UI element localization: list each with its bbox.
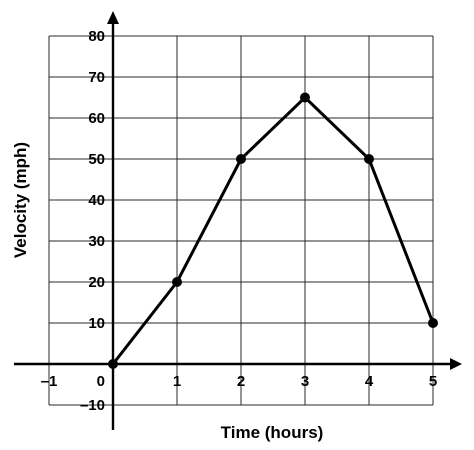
y-tick-label: 20 <box>88 274 105 291</box>
y-tick-label: 30 <box>88 233 105 250</box>
x-axis-arrow <box>450 358 462 370</box>
y-tick-label: 80 <box>88 28 105 45</box>
y-tick-label: 70 <box>88 69 105 86</box>
x-tick-label: –1 <box>41 373 58 390</box>
y-axis-label: Velocity (mph) <box>11 142 30 258</box>
y-tick-label: 10 <box>88 315 105 332</box>
x-tick-label: 2 <box>237 373 245 390</box>
data-point <box>428 318 438 328</box>
y-tick-label: 60 <box>88 110 105 127</box>
data-point <box>236 154 246 164</box>
y-axis-arrow <box>107 11 119 24</box>
x-axis-label: Time (hours) <box>221 423 324 442</box>
series-line <box>111 96 435 365</box>
x-tick-label: 1 <box>173 373 181 390</box>
y-tick-label: 40 <box>88 192 105 209</box>
x-tick-label: 5 <box>429 373 437 390</box>
x-tick-label: 0 <box>97 373 105 390</box>
grid <box>48 35 434 406</box>
series <box>108 92 438 369</box>
x-tick-label: 4 <box>365 373 374 390</box>
axes <box>14 11 462 430</box>
data-point <box>364 154 374 164</box>
y-tick-label: 50 <box>88 151 105 168</box>
data-point <box>172 277 182 287</box>
data-point <box>300 92 310 103</box>
x-tick-label: 3 <box>301 373 309 390</box>
data-point <box>108 359 118 369</box>
y-tick-label: –10 <box>80 397 105 414</box>
